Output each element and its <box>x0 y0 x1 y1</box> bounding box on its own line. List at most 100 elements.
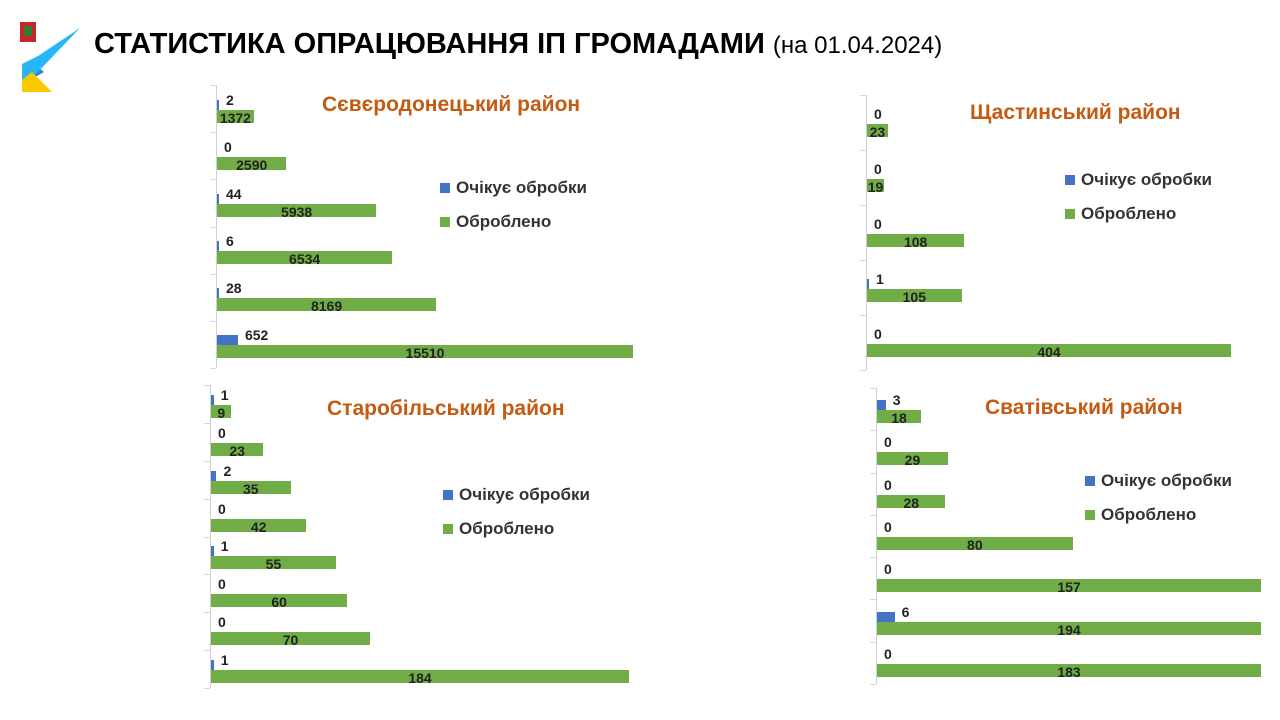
page-title: СТАТИСТИКА ОПРАЦЮВАННЯ ІП ГРОМАДАМИ (на … <box>94 28 942 61</box>
pending-value: 652 <box>244 327 269 344</box>
axis-tick <box>210 179 216 181</box>
pending-value: 6 <box>901 603 910 620</box>
pending-value: 2 <box>223 462 232 479</box>
axis-tick <box>860 205 866 206</box>
axis-tick <box>870 599 876 601</box>
district-title: Щастинський район <box>970 101 1181 124</box>
axis-tick <box>870 557 876 559</box>
pending-value: 44 <box>226 185 242 202</box>
legend-swatch <box>1085 510 1095 520</box>
processed-bar <box>877 494 946 508</box>
pending-bar <box>877 611 895 622</box>
processed-value: 404 <box>1037 343 1061 360</box>
pending-value: 1 <box>876 270 884 287</box>
processed-bar <box>877 452 948 466</box>
axis-line <box>876 388 877 684</box>
legend-item: Оброблено <box>443 519 554 539</box>
axis-tick <box>204 688 210 689</box>
axis-tick <box>210 85 216 86</box>
processed-value: 108 <box>903 233 928 250</box>
pending-value: 0 <box>218 500 226 517</box>
legend-label: Оброблено <box>1081 204 1177 223</box>
legend-swatch <box>1065 175 1075 185</box>
processed-bar <box>217 345 633 359</box>
axis-tick <box>210 226 216 228</box>
pending-value: 1 <box>220 386 229 403</box>
processed-value: 183 <box>1057 663 1081 680</box>
axis-tick <box>860 315 866 316</box>
axis-tick <box>860 95 866 96</box>
legend-item: Очікує обробки <box>1065 170 1212 190</box>
processed-bar <box>867 123 888 137</box>
axis-tick <box>860 260 866 261</box>
pending-value: 0 <box>218 424 226 441</box>
processed-value: 194 <box>1057 621 1081 638</box>
processed-bar <box>217 109 254 123</box>
pending-value: 0 <box>884 476 892 493</box>
processed-value: 23 <box>229 442 245 459</box>
axis-tick <box>870 472 876 474</box>
axis-tick <box>204 574 210 576</box>
legend-swatch <box>440 217 450 227</box>
pending-value: 2 <box>226 91 234 108</box>
axis-tick <box>204 385 210 386</box>
pending-bar <box>217 335 238 346</box>
pending-bar <box>217 99 219 110</box>
legend-item: Очікує обробки <box>1085 471 1232 491</box>
axis-tick <box>210 273 216 275</box>
processed-bar <box>867 233 965 247</box>
processed-bar <box>211 480 291 494</box>
processed-value: 184 <box>408 670 432 687</box>
processed-value: 8169 <box>310 298 343 315</box>
processed-value: 15510 <box>405 345 445 362</box>
processed-value: 60 <box>271 594 287 611</box>
processed-bar <box>867 343 1231 357</box>
processed-value: 6534 <box>289 251 321 268</box>
processed-bar <box>217 156 287 170</box>
pending-value: 0 <box>218 576 226 593</box>
processed-value: 105 <box>902 288 926 305</box>
pending-bar <box>211 394 214 405</box>
processed-bar <box>211 404 232 418</box>
legend-label: Очікує обробки <box>1101 471 1233 490</box>
processed-value: 9 <box>217 404 226 421</box>
legend-item: Оброблено <box>1085 505 1196 525</box>
pending-value: 0 <box>884 645 892 662</box>
processed-bar <box>877 537 1073 550</box>
legend-swatch <box>443 490 453 500</box>
axis-line <box>210 385 211 688</box>
processed-bar <box>877 663 1261 677</box>
processed-bar <box>211 632 371 646</box>
axis-tick <box>860 370 866 371</box>
legend-label: Оброблено <box>456 212 552 231</box>
axis-tick <box>204 422 210 424</box>
legend-item: Очікує обробки <box>443 485 590 505</box>
axis-tick <box>860 150 866 151</box>
processed-value: 29 <box>904 452 921 469</box>
legend-swatch <box>443 524 453 534</box>
axis-tick <box>870 388 876 389</box>
processed-value: 5938 <box>281 203 313 220</box>
axis-tick <box>210 132 216 134</box>
pending-value: 0 <box>874 215 882 232</box>
processed-value: 80 <box>967 537 983 553</box>
axis-tick <box>204 498 210 500</box>
processed-value: 18 <box>891 410 907 427</box>
axis-tick <box>870 641 876 643</box>
processed-bar <box>211 670 629 684</box>
processed-bar <box>211 556 336 570</box>
legend-label: Оброблено <box>1101 505 1197 524</box>
pending-value: 0 <box>874 160 882 177</box>
pending-bar <box>217 288 219 299</box>
legend-item: Очікує обробки <box>440 178 587 198</box>
processed-value: 42 <box>250 518 267 535</box>
axis-tick <box>210 320 216 322</box>
axis-tick <box>870 430 876 432</box>
processed-value: 55 <box>265 556 282 573</box>
pending-value: 0 <box>884 561 892 578</box>
pending-bar <box>211 470 217 481</box>
pending-value: 6 <box>226 233 234 250</box>
pending-value: 0 <box>874 325 882 342</box>
processed-bar <box>211 518 307 532</box>
